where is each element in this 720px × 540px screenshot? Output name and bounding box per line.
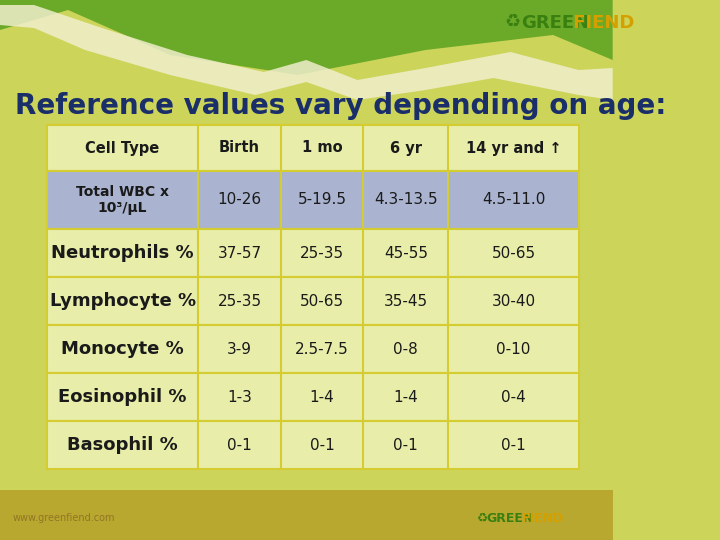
FancyBboxPatch shape [47,373,579,421]
Text: Monocyte %: Monocyte % [61,340,184,358]
FancyBboxPatch shape [0,0,613,540]
FancyBboxPatch shape [47,229,579,277]
Text: 0-8: 0-8 [393,341,418,356]
Text: Basophil %: Basophil % [67,436,178,454]
Polygon shape [0,0,613,75]
Text: 45-55: 45-55 [384,246,428,260]
FancyBboxPatch shape [47,325,579,373]
FancyBboxPatch shape [47,421,579,469]
FancyBboxPatch shape [47,171,579,229]
Text: 1-3: 1-3 [227,389,252,404]
Text: Lymphocyte %: Lymphocyte % [50,292,196,310]
Text: ♻: ♻ [477,511,487,524]
Text: 10-26: 10-26 [217,192,261,207]
Text: 5-19.5: 5-19.5 [297,192,346,207]
Text: 2.5-7.5: 2.5-7.5 [295,341,349,356]
Text: www.greenfiend.com: www.greenfiend.com [13,513,115,523]
Text: 0-1: 0-1 [501,437,526,453]
Text: 30-40: 30-40 [492,294,536,308]
Text: FIEND: FIEND [567,14,634,32]
FancyBboxPatch shape [47,277,579,325]
Text: 50-65: 50-65 [492,246,536,260]
FancyBboxPatch shape [47,125,579,171]
Text: Total WBC x
10³/μL: Total WBC x 10³/μL [76,185,169,215]
Text: 0-1: 0-1 [393,437,418,453]
Text: 25-35: 25-35 [217,294,261,308]
Text: GREEN: GREEN [487,511,534,524]
Text: 1-4: 1-4 [310,389,334,404]
Text: 6 yr: 6 yr [390,140,422,156]
Text: 3-9: 3-9 [227,341,252,356]
Text: 4.5-11.0: 4.5-11.0 [482,192,545,207]
Text: 37-57: 37-57 [217,246,261,260]
Polygon shape [0,0,613,100]
Text: FIEND: FIEND [521,511,564,524]
Text: 50-65: 50-65 [300,294,344,308]
Text: 14 yr and ↑: 14 yr and ↑ [466,140,562,156]
Text: 0-10: 0-10 [496,341,531,356]
Text: Reference values vary depending on age:: Reference values vary depending on age: [15,92,667,120]
Text: Birth: Birth [219,140,260,156]
Text: Eosinophil %: Eosinophil % [58,388,186,406]
Text: Cell Type: Cell Type [86,140,160,156]
Text: 4.3-13.5: 4.3-13.5 [374,192,438,207]
Text: 0-4: 0-4 [501,389,526,404]
Text: GREEN: GREEN [521,14,589,32]
Text: 1 mo: 1 mo [302,140,342,156]
Text: 0-1: 0-1 [228,437,252,453]
Text: 25-35: 25-35 [300,246,344,260]
Text: Neutrophils %: Neutrophils % [51,244,194,262]
Text: 35-45: 35-45 [384,294,428,308]
FancyBboxPatch shape [0,490,613,540]
Text: 1-4: 1-4 [393,389,418,404]
Text: 0-1: 0-1 [310,437,334,453]
Text: ♻: ♻ [505,14,521,32]
